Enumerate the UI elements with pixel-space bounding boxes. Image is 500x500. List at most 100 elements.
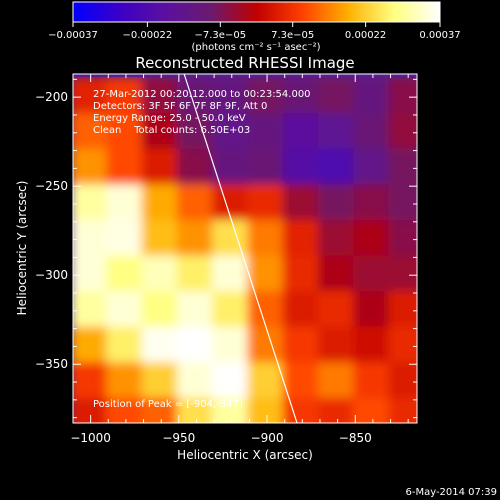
heatmap-cell [388, 397, 417, 423]
heatmap-cell [212, 362, 252, 402]
heatmap-cell [282, 362, 322, 402]
heatmap-cell [176, 112, 217, 153]
heatmap-cell [353, 77, 393, 117]
heatmap-cell [73, 326, 111, 367]
heatmap-cell [212, 291, 252, 331]
heatmap-cell [353, 362, 393, 402]
heatmap-cell [353, 184, 393, 224]
colorbar-tick-label: −7.3e−05 [195, 30, 247, 41]
heatmap-cell [176, 219, 217, 260]
timestamp: 6-May-2014 07:39 [405, 487, 497, 498]
heatmap-cell [282, 255, 322, 296]
colorbar-tick-label: 0.00037 [419, 30, 460, 41]
heatmap-cell [212, 397, 252, 423]
x-tick-label: −950 [162, 431, 195, 445]
heatmap-cell [388, 219, 417, 260]
y-tick-label: −300 [35, 268, 68, 282]
heatmap-cell [282, 326, 322, 367]
heatmap-cell [176, 397, 217, 423]
heatmap-cell [106, 362, 146, 402]
solar-limb-line [183, 74, 298, 423]
heatmap-cell [141, 148, 181, 189]
heatmap-cell [141, 397, 181, 423]
heatmap-cell [141, 184, 181, 224]
heatmap-cell [247, 148, 287, 189]
y-tick-label: −200 [35, 90, 68, 104]
colorbar-tick-label: 0.00022 [345, 30, 386, 41]
annotation-counts: Clean Total counts: 6.50E+03 [93, 125, 250, 136]
heatmap-cell [282, 219, 322, 260]
heatmap-cell [176, 148, 217, 189]
heatmap-cell [247, 184, 287, 224]
colorbar-tick-label: 7.3e−05 [271, 30, 314, 41]
heatmap-cell [388, 362, 417, 402]
heatmap-cell [141, 326, 181, 367]
heatmap-cell [73, 219, 111, 260]
x-tick-label: −1000 [70, 431, 111, 445]
plot-area: −1000 −950 −900 −850 −200 −250 −300 −350 [35, 73, 418, 445]
heatmap-cell [141, 291, 181, 331]
heatmap-cell [247, 219, 287, 260]
heatmap-cell [317, 397, 358, 423]
chart-title: Reconstructed RHESSI Image [135, 54, 354, 72]
colorbar-tick-label: −0.00022 [123, 30, 173, 41]
heatmap-cell [106, 219, 146, 260]
heatmap-cell [388, 326, 417, 367]
x-tick-label: −900 [251, 431, 284, 445]
x-tick-label: −850 [339, 431, 372, 445]
heatmap-cell [317, 255, 358, 296]
heatmap-cell [353, 148, 393, 189]
heatmap-cell [317, 362, 358, 402]
heatmap-cell [353, 219, 393, 260]
heatmap-cell [73, 112, 111, 153]
heatmap-cell [353, 326, 393, 367]
heatmap-cell [141, 219, 181, 260]
heatmap-cell [317, 219, 358, 260]
heatmap-cell [212, 326, 252, 367]
heatmap-cell [388, 77, 417, 117]
heatmap-cell [73, 184, 111, 224]
annotation-block: 27-Mar-2012 00:20:12.000 to 00:23:54.000… [93, 89, 311, 136]
heatmap-cell [212, 77, 252, 117]
heatmap-cell [317, 148, 358, 189]
colorbar-label: (photons cm⁻² s⁻¹ asec⁻²) [191, 42, 320, 53]
heatmap-cell [141, 77, 181, 117]
annotation-detectors: Detectors: 3F 5F 6F 7F 8F 9F, Att 0 [93, 101, 267, 112]
heatmap-cell [388, 112, 417, 153]
heatmap-cell [176, 291, 217, 331]
colorbar-tick-label: −0.00037 [48, 30, 98, 41]
heatmap-cell [106, 397, 146, 423]
heatmap-cell [73, 291, 111, 331]
heatmap-cell [212, 148, 252, 189]
heatmap-cell [317, 184, 358, 224]
heatmap-cell [282, 112, 322, 153]
heatmap-cell [353, 112, 393, 153]
heatmap-cell [388, 291, 417, 331]
heatmap-cell [317, 77, 358, 117]
heatmap-cell [106, 291, 146, 331]
heatmap-cell [106, 77, 146, 117]
heatmap-cell [282, 397, 322, 423]
heatmap-cell [141, 112, 181, 153]
y-tick-label: −250 [35, 179, 68, 193]
heatmap-cell [247, 362, 287, 402]
heatmap-cell [212, 112, 252, 153]
heatmap-cell [176, 362, 217, 402]
y-axis-label: Heliocentric Y (arcsec) [15, 181, 29, 316]
heatmap-cell [317, 326, 358, 367]
heatmap-cell [106, 112, 146, 153]
heatmap-cell [212, 219, 252, 260]
heatmap-cell [176, 184, 217, 224]
x-axis-label: Heliocentric X (arcsec) [177, 448, 313, 462]
heatmap-cell [176, 326, 217, 367]
heatmap-cell [282, 77, 322, 117]
heatmap-cell [73, 148, 111, 189]
intensity-map [73, 77, 417, 423]
heatmap-cell [106, 148, 146, 189]
heatmap-cell [353, 255, 393, 296]
heatmap-cell [141, 362, 181, 402]
heatmap-cell [282, 148, 322, 189]
heatmap-cell [212, 184, 252, 224]
heatmap-cell [176, 255, 217, 296]
